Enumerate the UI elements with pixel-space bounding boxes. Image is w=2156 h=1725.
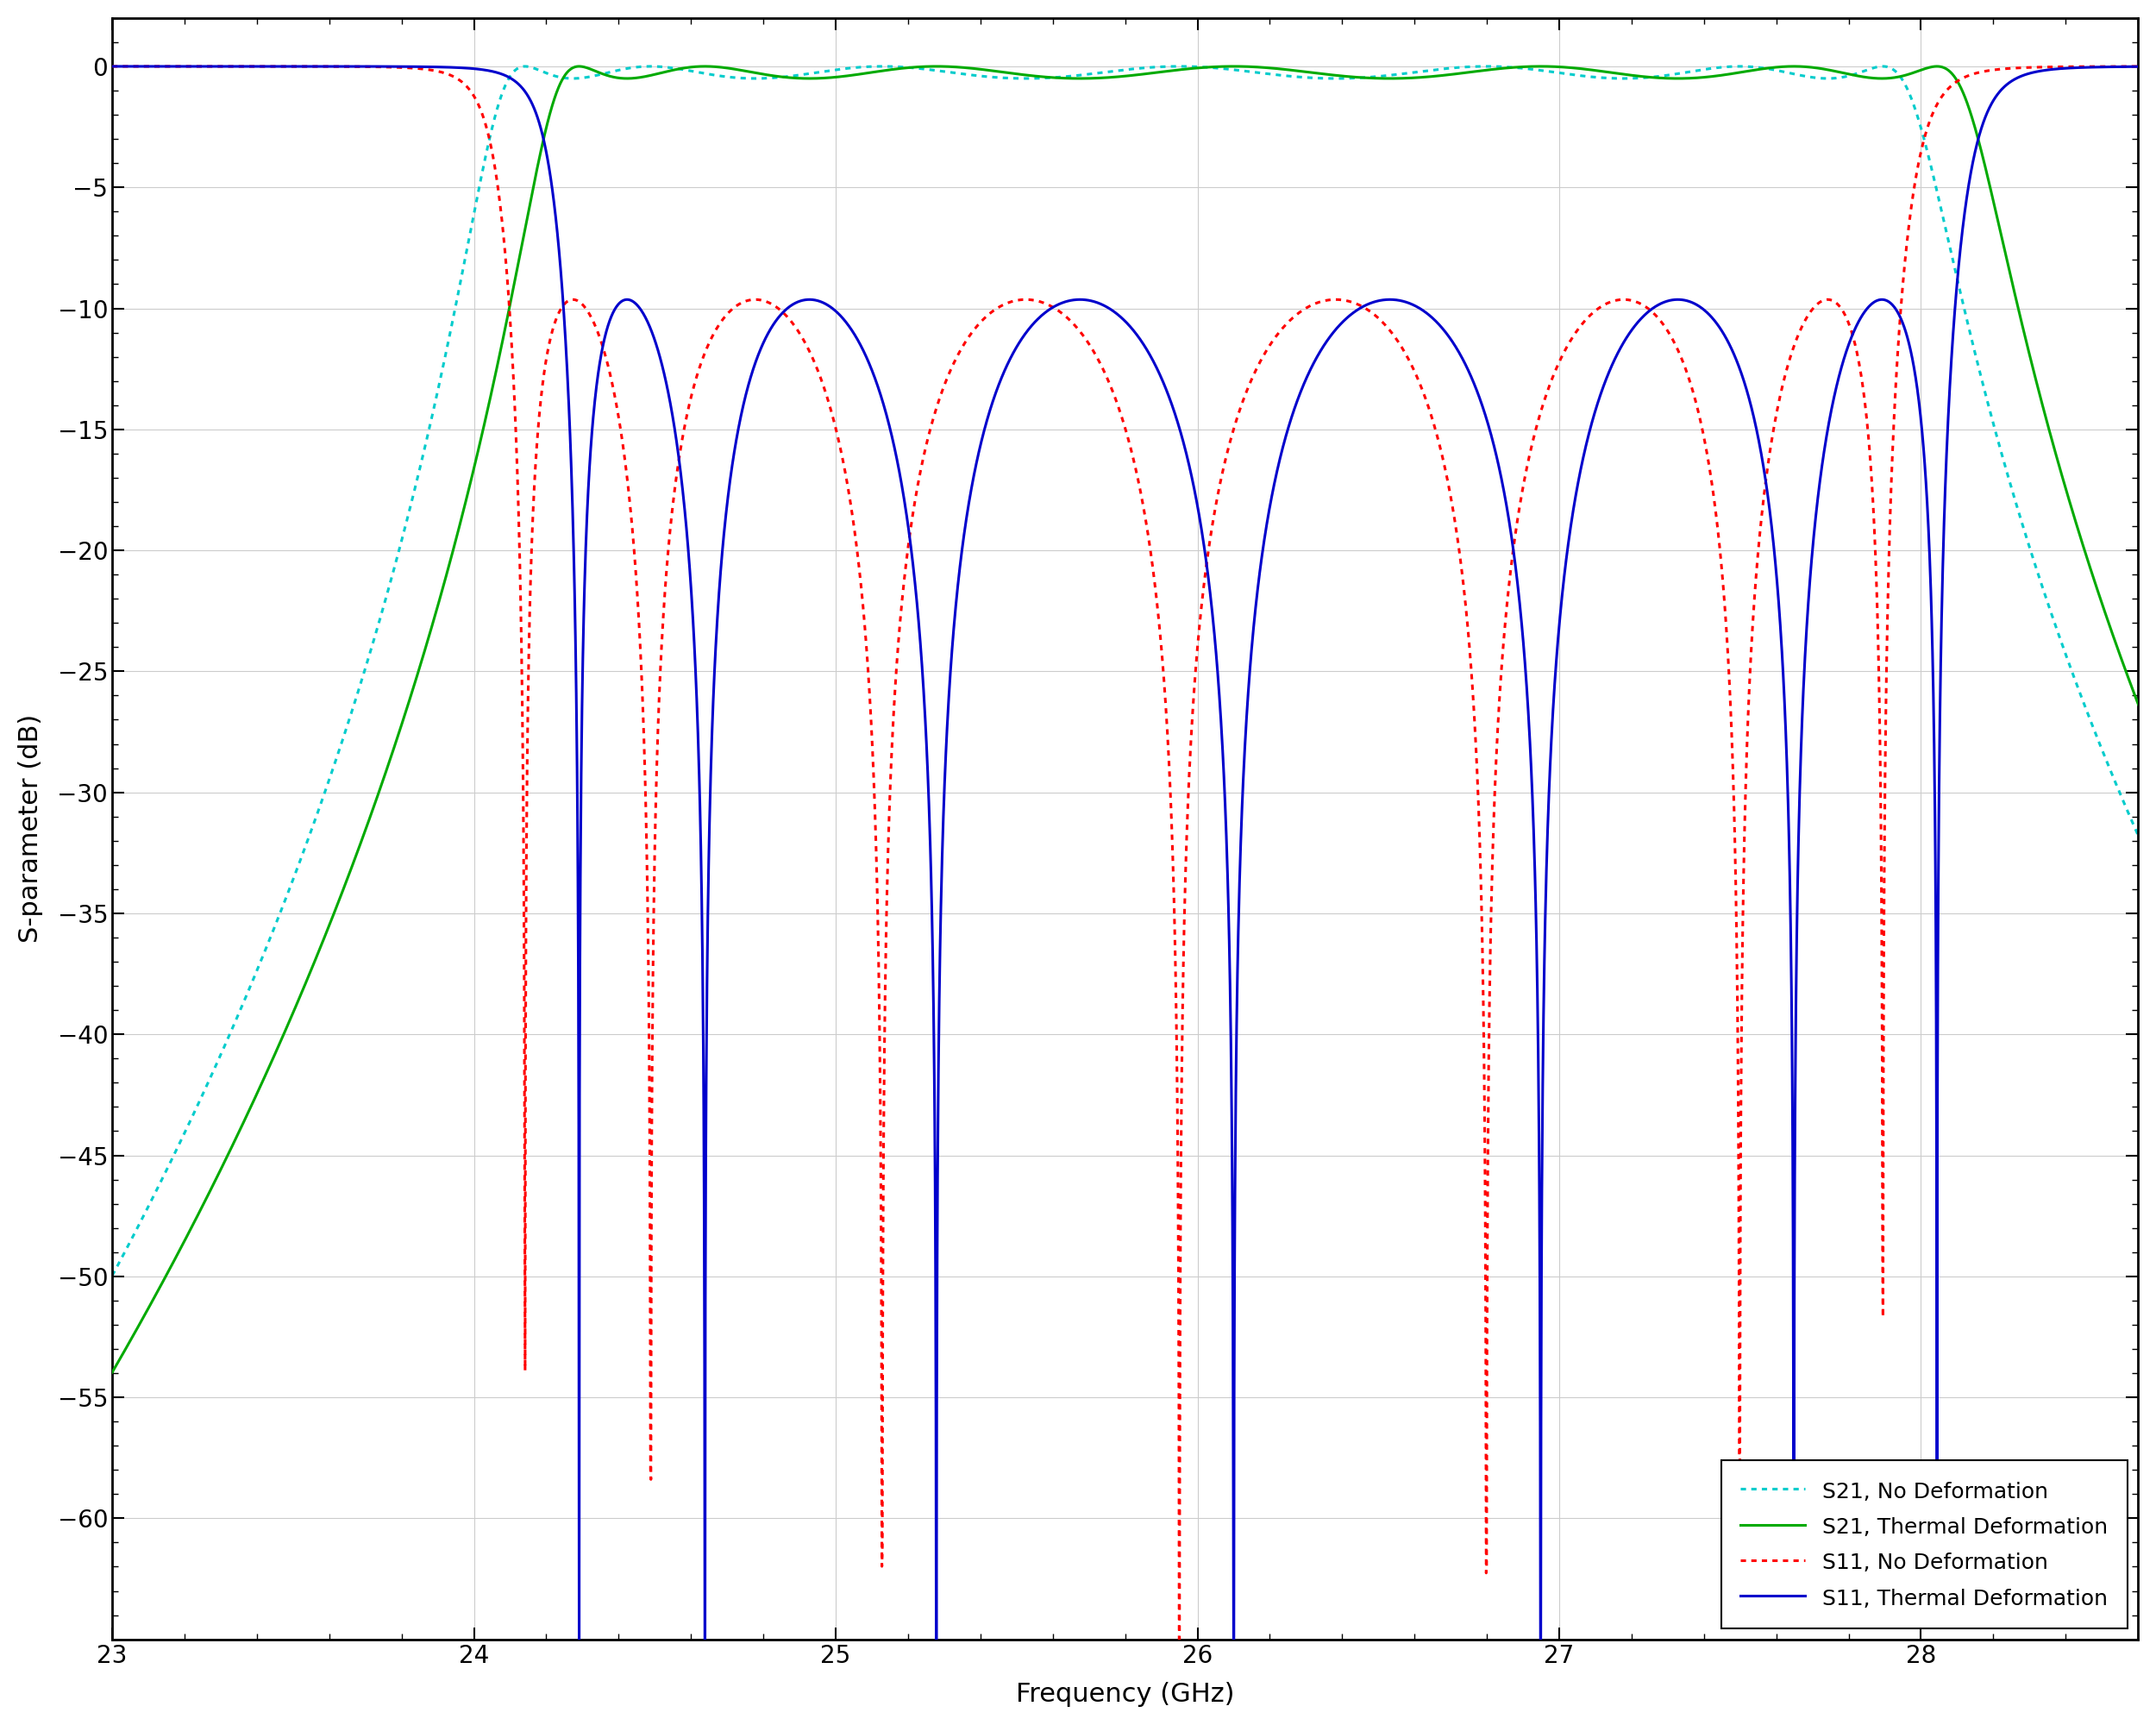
S11, No Deformation [474,119,500,140]
S11, Thermal Deformation [1337,305,1363,326]
S21, Thermal Deformation [1796,57,1822,78]
S11, Thermal Deformation [1796,599,1822,619]
S21, Thermal Deformation [1337,66,1363,86]
S11, No Deformation [1337,292,1363,312]
S21, No Deformation [99,1266,125,1287]
S21, No Deformation [1166,55,1192,76]
Line: S11, Thermal Deformation: S11, Thermal Deformation [112,66,2156,1725]
S11, No Deformation [1440,504,1466,524]
S21, No Deformation [1440,57,1466,78]
Legend: S21, No Deformation, S21, Thermal Deformation, S11, No Deformation, S11, Thermal: S21, No Deformation, S21, Thermal Deform… [1720,1461,2128,1628]
S11, Thermal Deformation [1440,333,1466,354]
S21, Thermal Deformation [474,404,500,424]
S11, Thermal Deformation [886,466,912,486]
S21, No Deformation [1796,66,1822,86]
S11, No Deformation [1639,300,1664,321]
S11, Thermal Deformation [474,60,500,81]
X-axis label: Frequency (GHz): Frequency (GHz) [1015,1682,1235,1708]
S11, Thermal Deformation [99,55,125,76]
Line: S21, No Deformation: S21, No Deformation [112,66,2156,1276]
S11, No Deformation [99,55,125,76]
S11, No Deformation [1796,305,1822,326]
S11, Thermal Deformation [1639,298,1664,319]
S21, No Deformation [474,141,500,162]
S21, Thermal Deformation [1440,64,1466,85]
Line: S11, No Deformation: S11, No Deformation [112,66,2156,1725]
Y-axis label: S-parameter (dB): S-parameter (dB) [17,714,43,944]
S21, Thermal Deformation [1529,55,1554,76]
S21, Thermal Deformation [99,1363,125,1383]
S21, Thermal Deformation [1639,67,1664,88]
S11, No Deformation [886,612,912,633]
S21, No Deformation [1639,67,1664,88]
S21, Thermal Deformation [886,59,912,79]
Line: S21, Thermal Deformation: S21, Thermal Deformation [112,66,2156,1373]
S21, No Deformation [886,57,912,78]
S21, No Deformation [1337,67,1363,88]
